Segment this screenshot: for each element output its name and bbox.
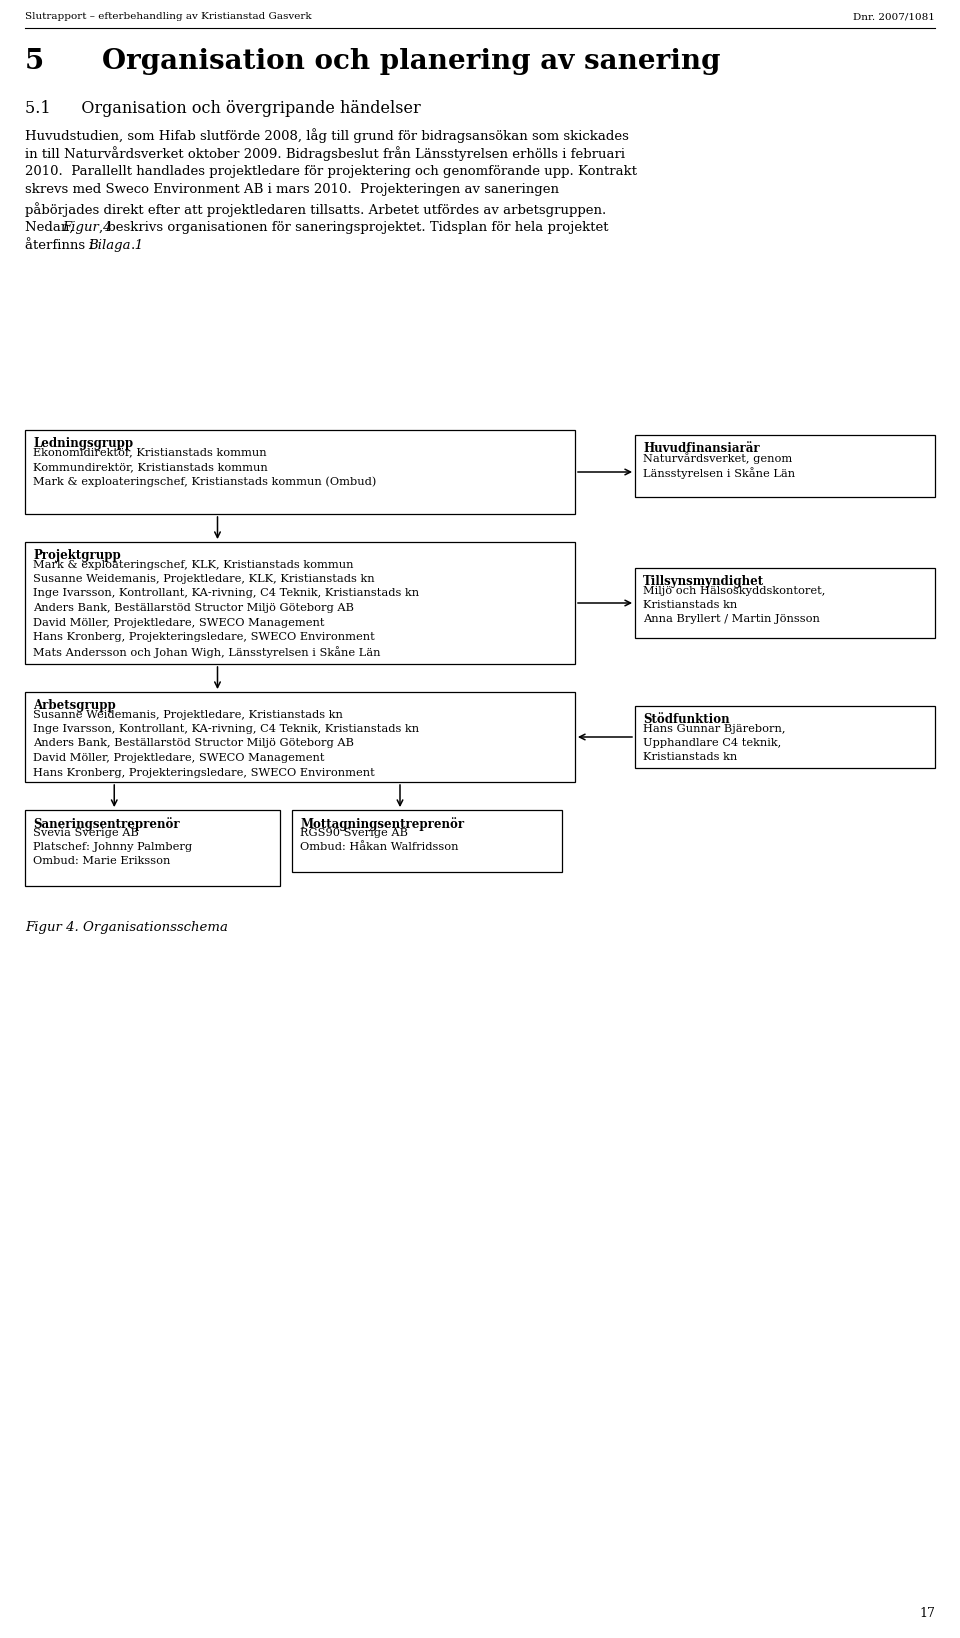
Text: påbörjades direkt efter att projektledaren tillsatts. Arbetet utfördes av arbets: påbörjades direkt efter att projektledar…	[25, 201, 607, 216]
Text: Mark & exploateringschef, KLK, Kristianstads kommun: Mark & exploateringschef, KLK, Kristians…	[33, 560, 353, 570]
Bar	[25, 542, 575, 663]
Text: Hans Gunnar Bjäreborn,: Hans Gunnar Bjäreborn,	[643, 724, 785, 734]
Text: Mottagningsentreprenör: Mottagningsentreprenör	[300, 817, 464, 830]
Text: återfinns i: återfinns i	[25, 239, 98, 252]
Text: Miljö och Hälsoskyddskontoret,: Miljö och Hälsoskyddskontoret,	[643, 585, 826, 596]
Text: Bilaga 1: Bilaga 1	[88, 239, 144, 252]
Text: 5.1      Organisation och övergripande händelser: 5.1 Organisation och övergripande händel…	[25, 100, 420, 116]
Text: Anders Bank, Beställarstöd Structor Miljö Göteborg AB: Anders Bank, Beställarstöd Structor Milj…	[33, 603, 354, 613]
Text: Ekonomidirektör, Kristianstads kommun: Ekonomidirektör, Kristianstads kommun	[33, 447, 267, 457]
Text: Anna Bryllert / Martin Jönsson: Anna Bryllert / Martin Jönsson	[643, 614, 820, 624]
Text: RGS90 Sverige AB: RGS90 Sverige AB	[300, 827, 408, 837]
Text: Upphandlare C4 teknik,: Upphandlare C4 teknik,	[643, 739, 781, 749]
Text: Kommundirektör, Kristianstads kommun: Kommundirektör, Kristianstads kommun	[33, 462, 268, 472]
Text: 17: 17	[919, 1607, 935, 1620]
Text: Svevia Sverige AB: Svevia Sverige AB	[33, 827, 139, 837]
Text: David Möller, Projektledare, SWECO Management: David Möller, Projektledare, SWECO Manag…	[33, 618, 324, 627]
Bar	[292, 811, 562, 871]
Text: Saneringsentreprenör: Saneringsentreprenör	[33, 817, 180, 830]
Text: 2010.  Parallellt handlades projektledare för projektering och genomförande upp.: 2010. Parallellt handlades projektledare…	[25, 165, 637, 179]
Text: Ombud: Håkan Walfridsson: Ombud: Håkan Walfridsson	[300, 842, 459, 852]
Text: Stödfunktion: Stödfunktion	[643, 713, 730, 726]
Text: Mark & exploateringschef, Kristianstads kommun (Ombud): Mark & exploateringschef, Kristianstads …	[33, 477, 376, 486]
Text: Figur 4: Figur 4	[62, 221, 111, 234]
Text: Susanne Weidemanis, Projektledare, KLK, Kristianstads kn: Susanne Weidemanis, Projektledare, KLK, …	[33, 573, 374, 585]
Text: Inge Ivarsson, Kontrollant, KA-rivning, C4 Teknik, Kristianstads kn: Inge Ivarsson, Kontrollant, KA-rivning, …	[33, 588, 420, 598]
Text: Huvudfinansiarär: Huvudfinansiarär	[643, 442, 759, 455]
Text: David Möller, Projektledare, SWECO Management: David Möller, Projektledare, SWECO Manag…	[33, 753, 324, 763]
Text: skrevs med Sweco Environment AB i mars 2010.  Projekteringen av saneringen: skrevs med Sweco Environment AB i mars 2…	[25, 183, 559, 197]
Text: Anders Bank, Beställarstöd Structor Miljö Göteborg AB: Anders Bank, Beställarstöd Structor Milj…	[33, 739, 354, 749]
Text: in till Naturvårdsverket oktober 2009. Bidragsbeslut från Länsstyrelsen erhölls : in till Naturvårdsverket oktober 2009. B…	[25, 146, 625, 162]
Text: Dnr. 2007/1081: Dnr. 2007/1081	[853, 11, 935, 21]
Text: Hans Kronberg, Projekteringsledare, SWECO Environment: Hans Kronberg, Projekteringsledare, SWEC…	[33, 768, 374, 778]
Text: Ombud: Marie Eriksson: Ombud: Marie Eriksson	[33, 857, 170, 867]
Bar	[635, 706, 935, 768]
Text: Kristianstads kn: Kristianstads kn	[643, 600, 737, 609]
Text: Figur 4. Organisationsschema: Figur 4. Organisationsschema	[25, 921, 228, 934]
Text: Tillsynsmyndighet: Tillsynsmyndighet	[643, 575, 764, 588]
Text: Kristianstads kn: Kristianstads kn	[643, 752, 737, 763]
Text: Hans Kronberg, Projekteringsledare, SWECO Environment: Hans Kronberg, Projekteringsledare, SWEC…	[33, 632, 374, 642]
Text: Inge Ivarsson, Kontrollant, KA-rivning, C4 Teknik, Kristianstads kn: Inge Ivarsson, Kontrollant, KA-rivning, …	[33, 724, 420, 734]
Text: Platschef: Johnny Palmberg: Platschef: Johnny Palmberg	[33, 842, 192, 852]
Bar	[635, 436, 935, 496]
Text: Huvudstudien, som Hifab slutförde 2008, låg till grund för bidragsansökan som sk: Huvudstudien, som Hifab slutförde 2008, …	[25, 128, 629, 143]
Text: Mats Andersson och Johan Wigh, Länsstyrelsen i Skåne Län: Mats Andersson och Johan Wigh, Länsstyre…	[33, 647, 380, 658]
Text: .: .	[131, 239, 135, 252]
Bar	[635, 568, 935, 637]
Bar	[25, 691, 575, 781]
Text: Naturvårdsverket, genom: Naturvårdsverket, genom	[643, 452, 792, 464]
Text: Susanne Weidemanis, Projektledare, Kristianstads kn: Susanne Weidemanis, Projektledare, Krist…	[33, 709, 343, 719]
Bar	[25, 431, 575, 514]
Text: Ledningsgrupp: Ledningsgrupp	[33, 437, 133, 450]
Text: Projektgrupp: Projektgrupp	[33, 549, 121, 562]
Text: Nedan,: Nedan,	[25, 221, 78, 234]
Text: , beskrivs organisationen för saneringsprojektet. Tidsplan för hela projektet: , beskrivs organisationen för saneringsp…	[99, 221, 609, 234]
Text: Slutrapport – efterbehandling av Kristianstad Gasverk: Slutrapport – efterbehandling av Kristia…	[25, 11, 312, 21]
Text: Länsstyrelsen i Skåne Län: Länsstyrelsen i Skåne Län	[643, 467, 795, 478]
Bar	[25, 811, 280, 886]
Text: Arbetsgrupp: Arbetsgrupp	[33, 699, 116, 713]
Text: 5      Organisation och planering av sanering: 5 Organisation och planering av sanering	[25, 48, 721, 75]
